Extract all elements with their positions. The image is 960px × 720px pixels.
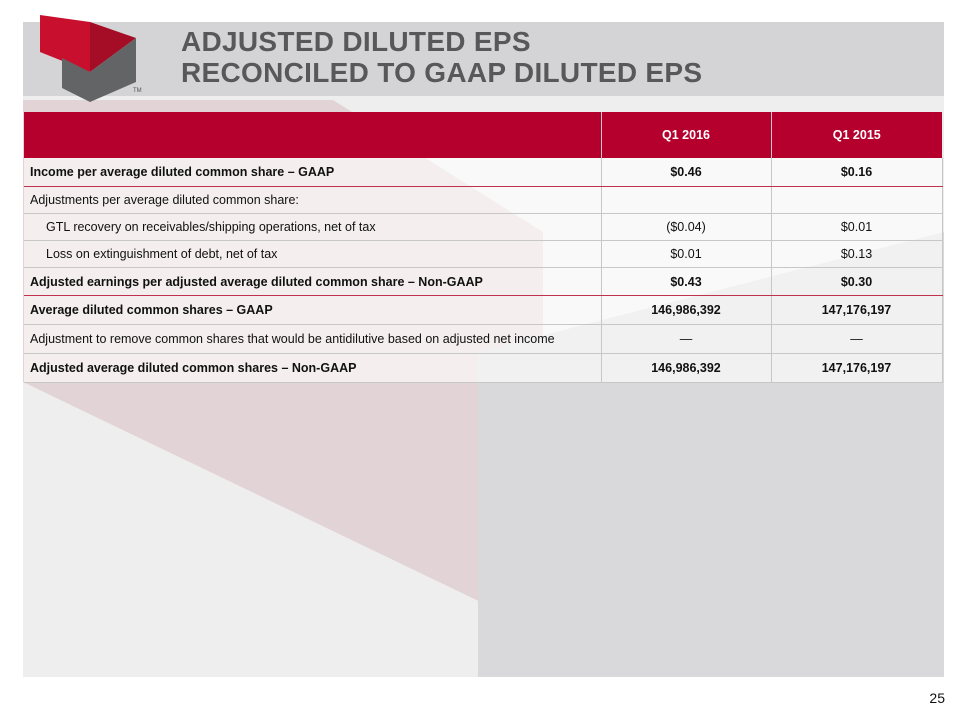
cell-q1-2015: $0.30 [771, 267, 943, 296]
row-label: Adjustment to remove common shares that … [24, 324, 602, 354]
cell-q1-2015: $0.13 [771, 240, 943, 268]
page-title: ADJUSTED DILUTED EPS RECONCILED TO GAAP … [181, 26, 702, 88]
table-row: Loss on extinguishment of debt, net of t… [24, 240, 943, 268]
cell-q1-2015 [771, 186, 943, 214]
row-label: Loss on extinguishment of debt, net of t… [24, 240, 602, 268]
column-header-q1-2016: Q1 2016 [601, 112, 772, 158]
table-row: Adjustments per average diluted common s… [24, 186, 943, 214]
cell-q1-2016: 146,986,392 [601, 295, 772, 325]
row-label: Adjusted earnings per adjusted average d… [24, 267, 602, 296]
column-header-label [24, 112, 602, 158]
row-label: Adjustments per average diluted common s… [24, 186, 602, 214]
cell-q1-2015: 147,176,197 [771, 295, 943, 325]
cell-q1-2016: $0.01 [601, 240, 772, 268]
row-label: GTL recovery on receivables/shipping ope… [24, 213, 602, 241]
table-row: Adjustment to remove common shares that … [24, 324, 943, 354]
table-row: Adjusted earnings per adjusted average d… [24, 267, 943, 296]
table-row: GTL recovery on receivables/shipping ope… [24, 213, 943, 241]
table-row: Adjusted average diluted common shares –… [24, 353, 943, 383]
row-label: Adjusted average diluted common shares –… [24, 353, 602, 383]
trademark-mark: TM [133, 88, 142, 94]
title-line-2: RECONCILED TO GAAP DILUTED EPS [181, 57, 703, 88]
company-logo-icon [40, 15, 136, 102]
table-header-row: Q1 2016 Q1 2015 [24, 112, 942, 158]
table-row: Average diluted common shares – GAAP 146… [24, 295, 943, 325]
cell-q1-2015: 147,176,197 [771, 353, 943, 383]
cell-q1-2016: $0.43 [601, 267, 772, 296]
column-header-q1-2015: Q1 2015 [771, 112, 942, 158]
title-line-1: ADJUSTED DILUTED EPS [181, 26, 531, 57]
table-row: Income per average diluted common share … [24, 158, 943, 187]
page-number: 25 [929, 690, 945, 706]
cell-q1-2016: $0.46 [601, 158, 772, 187]
cell-q1-2015: $0.01 [771, 213, 943, 241]
cell-q1-2016: ($0.04) [601, 213, 772, 241]
cell-q1-2015: — [771, 324, 943, 354]
eps-reconciliation-table: Q1 2016 Q1 2015 Income per average dilut… [24, 112, 943, 383]
header-band [23, 22, 944, 96]
cell-q1-2016: 146,986,392 [601, 353, 772, 383]
row-label: Average diluted common shares – GAAP [24, 295, 602, 325]
eps-table-container: Q1 2016 Q1 2015 Income per average dilut… [24, 112, 943, 383]
row-label: Income per average diluted common share … [24, 158, 602, 187]
cell-q1-2015: $0.16 [771, 158, 943, 187]
cell-q1-2016: — [601, 324, 772, 354]
cell-q1-2016 [601, 186, 772, 214]
